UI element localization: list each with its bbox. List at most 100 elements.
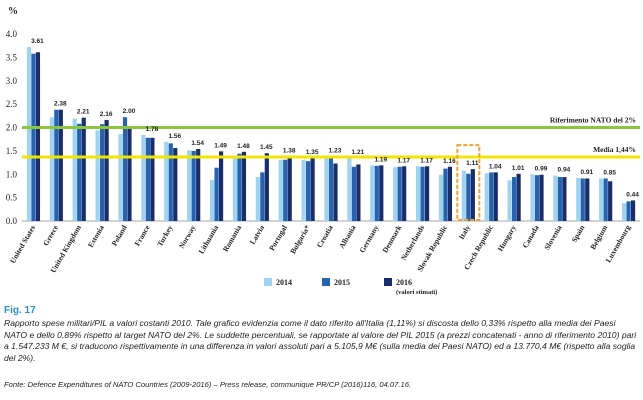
category-label: Denmark xyxy=(380,223,403,255)
bar-2014 xyxy=(278,159,283,221)
bar-2016 xyxy=(333,163,338,221)
bar-2015 xyxy=(351,166,356,221)
figure-label: Fig. 17 xyxy=(4,305,36,316)
legend-swatch-2016 xyxy=(384,278,392,286)
bar-2016 xyxy=(241,151,247,221)
figure-caption: Rapporto spese militari/PIL a valori cos… xyxy=(4,318,637,363)
bar-2016 xyxy=(264,153,269,221)
category-label: France xyxy=(133,223,152,248)
data-label: 1.38 xyxy=(283,147,296,154)
bar-2015 xyxy=(54,109,59,221)
category-label: Bulgaria* xyxy=(288,223,312,255)
data-label: 1.17 xyxy=(420,157,433,164)
bar-2014 xyxy=(347,157,352,221)
bar-2015 xyxy=(122,117,128,221)
bar-2015 xyxy=(283,159,288,221)
category-label: Slovenia xyxy=(542,223,563,251)
bar-2016 xyxy=(493,172,498,221)
bar-2016 xyxy=(81,117,86,221)
category-label: United States xyxy=(8,223,37,265)
bar-2016 xyxy=(58,109,63,221)
y-tick-label: 2.0 xyxy=(6,123,18,133)
bar-2016 xyxy=(630,200,636,221)
y-tick-label: 3.0 xyxy=(6,76,18,86)
bar-2014 xyxy=(141,134,146,221)
bar-2015 xyxy=(626,201,631,221)
bar-2016 xyxy=(447,166,453,221)
data-label: 1.54 xyxy=(191,140,204,147)
bar-2014 xyxy=(26,47,32,222)
data-label: 0.44 xyxy=(626,191,639,198)
bar-2014 xyxy=(324,156,329,221)
reference-line-label: Riferimento NATO del 2% xyxy=(550,116,636,125)
data-label: 1.17 xyxy=(397,157,410,164)
bar-2016 xyxy=(402,166,407,221)
category-label: Greece xyxy=(41,223,60,247)
bar-2014 xyxy=(49,117,54,221)
y-tick-label: 1.5 xyxy=(6,146,18,156)
legend-label-2015: 2015 xyxy=(334,278,350,287)
category-label: Romania xyxy=(221,223,244,253)
data-label: 1.16 xyxy=(443,158,456,165)
legend-swatch-2015 xyxy=(322,278,330,286)
data-label: 0.91 xyxy=(580,169,593,176)
bar-2016 xyxy=(356,164,361,221)
y-tick-label: 0.0 xyxy=(6,216,18,226)
bar-2015 xyxy=(100,124,105,221)
bar-2014 xyxy=(621,203,627,221)
legend-label-2016: 2016 xyxy=(396,278,412,287)
legend-swatch-2014 xyxy=(264,278,272,286)
bar-2014 xyxy=(118,134,123,221)
bar-2014 xyxy=(72,118,77,221)
bar-2016 xyxy=(310,157,315,221)
bar-2015 xyxy=(374,165,379,221)
data-label: 2.38 xyxy=(54,101,67,108)
data-label: 0.99 xyxy=(535,165,548,172)
bar-2015 xyxy=(214,167,219,221)
bar-chart: % 0.0 0.5 1.0 1.5 2.0 2.5 3.0 3.5 4.0 Riferimento … xyxy=(6,6,640,296)
data-label: 1.35 xyxy=(306,149,319,156)
legend-label-2014: 2014 xyxy=(276,278,292,287)
y-axis-title: % xyxy=(8,6,18,17)
bar-2015 xyxy=(420,166,425,221)
bar-2014 xyxy=(164,141,169,221)
bar-2015 xyxy=(328,156,334,221)
data-label: 1.01 xyxy=(512,165,525,172)
data-label: 0.85 xyxy=(603,169,616,176)
bar-2014 xyxy=(599,178,604,221)
category-label: Hungary xyxy=(496,223,518,253)
bar-2014 xyxy=(370,165,375,221)
y-tick-label: 0.5 xyxy=(6,193,18,203)
bar-2015 xyxy=(237,153,242,221)
y-tick-label: 1.0 xyxy=(6,169,18,179)
bar-2015 xyxy=(489,172,494,221)
bar-2015 xyxy=(443,168,448,221)
data-label: 2.21 xyxy=(77,109,90,116)
bar-2015 xyxy=(306,161,311,221)
bar-2014 xyxy=(209,179,215,221)
bar-2016 xyxy=(196,149,201,221)
category-label: Belgium xyxy=(588,223,610,251)
bar-2014 xyxy=(187,150,192,221)
bar-2015 xyxy=(145,137,150,221)
category-label: Turkey xyxy=(155,223,174,248)
data-label: 1.49 xyxy=(214,142,227,149)
bar-2014 xyxy=(530,174,535,221)
bar-2016 xyxy=(470,169,475,221)
bar-2016 xyxy=(516,173,521,221)
data-label: 1.45 xyxy=(260,144,273,151)
bar-2014 xyxy=(415,166,421,221)
bar-2015 xyxy=(397,166,402,221)
data-label: 1.21 xyxy=(352,149,365,156)
data-label: 1.23 xyxy=(329,147,342,154)
category-label: Spain xyxy=(570,223,587,244)
data-label: 1.19 xyxy=(374,156,387,163)
data-label: 2.16 xyxy=(100,111,113,118)
bar-2014 xyxy=(507,180,512,221)
bar-2016 xyxy=(218,151,224,221)
category-label: Italy xyxy=(457,223,472,241)
category-label: Germany xyxy=(358,223,381,254)
data-label: 2.00 xyxy=(123,108,136,115)
bar-2015 xyxy=(512,177,517,221)
bar-2015 xyxy=(191,150,196,222)
